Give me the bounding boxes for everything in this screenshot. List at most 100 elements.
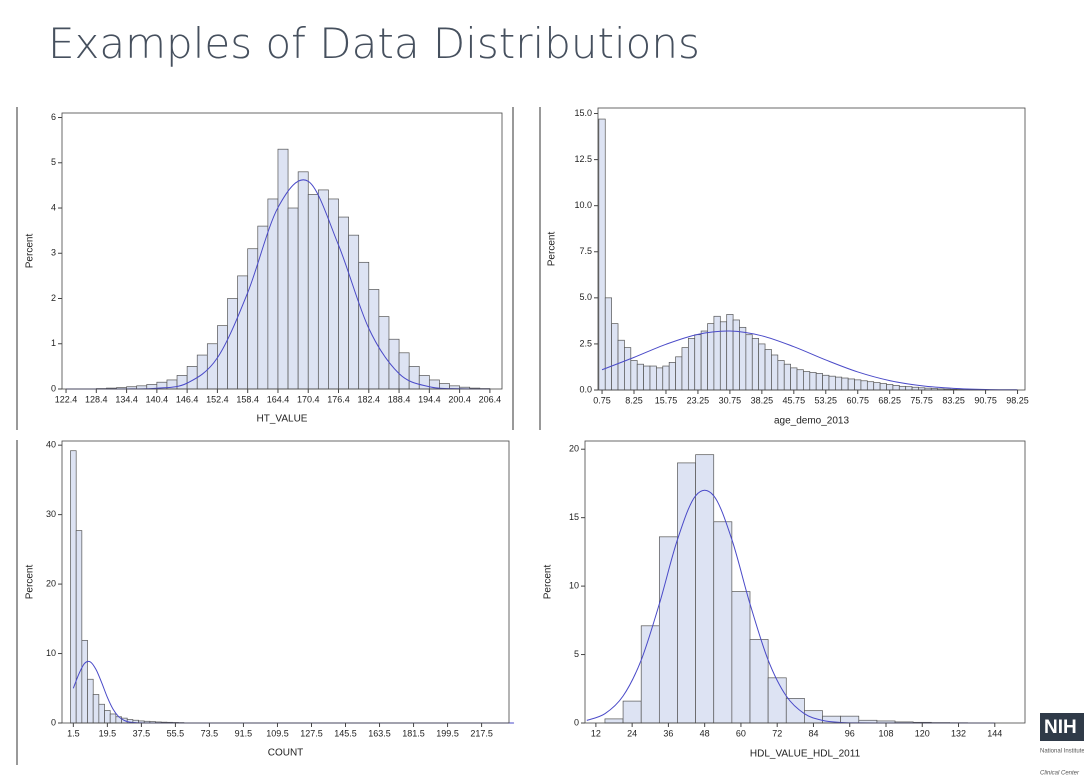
x-tick-label: 128.4 <box>85 394 108 404</box>
bar <box>815 373 823 391</box>
bar <box>75 530 83 724</box>
x-tick-label: 45.75 <box>783 395 806 405</box>
x-tick-label: 1.5 <box>67 728 80 738</box>
x-tick-label: 72 <box>772 728 782 738</box>
bar <box>840 715 860 724</box>
bar <box>640 625 660 724</box>
x-tick-label: 134.4 <box>115 394 138 404</box>
y-tick-label: 6 <box>51 112 56 122</box>
x-tick-label: 108 <box>878 728 893 738</box>
bar <box>873 382 881 391</box>
x-tick-label: 217.5 <box>470 728 493 738</box>
bar <box>892 385 900 391</box>
x-tick-label: 146.4 <box>176 394 199 404</box>
bar <box>854 379 862 391</box>
bar <box>217 325 228 390</box>
bar <box>378 316 390 390</box>
y-tick-label: 20 <box>46 578 56 588</box>
bar <box>739 326 747 391</box>
y-tick-label: 10 <box>569 580 579 590</box>
bar <box>731 591 751 724</box>
x-tick-label: 60.75 <box>846 395 869 405</box>
x-tick-label: 36 <box>663 728 673 738</box>
logo-box <box>1040 713 1084 741</box>
y-tick-label: 7.5 <box>579 246 592 256</box>
bar <box>783 363 791 391</box>
y-tick-label: 3 <box>51 248 56 258</box>
x-tick-label: 55.5 <box>167 728 185 738</box>
bar <box>695 454 715 724</box>
x-tick-label: 15.75 <box>655 395 678 405</box>
x-tick-label: 53.25 <box>815 395 838 405</box>
x-tick-label: 96 <box>845 728 855 738</box>
x-tick-label: 164.4 <box>267 394 290 404</box>
bar <box>658 536 678 724</box>
bar <box>732 319 740 391</box>
x-tick-label: 30.75 <box>719 395 742 405</box>
plot-frame <box>584 440 1026 724</box>
bar <box>604 297 612 391</box>
logo-text: National Institutes of Health <box>1040 749 1084 755</box>
bar <box>790 367 798 391</box>
bar <box>277 148 289 390</box>
bar <box>777 360 785 391</box>
bar <box>176 375 188 390</box>
bar <box>297 171 309 390</box>
x-tick-label: 181.5 <box>402 728 425 738</box>
x-tick-label: 122.4 <box>55 394 78 404</box>
bar <box>700 330 708 391</box>
x-tick-label: 19.5 <box>99 728 117 738</box>
y-tick-label: 12.5 <box>574 154 592 164</box>
y-tick-label: 5.0 <box>579 292 592 302</box>
bar <box>911 386 919 391</box>
logo-mark: NIH <box>1044 717 1077 738</box>
bar <box>751 338 760 391</box>
x-tick-label: 98.25 <box>1006 395 1029 405</box>
x-tick-label: 68.25 <box>878 395 901 405</box>
bar <box>668 362 676 391</box>
x-tick-label: 24 <box>627 728 637 738</box>
bar <box>307 194 319 390</box>
plot-frame <box>61 112 503 390</box>
bar <box>828 375 836 391</box>
bar <box>81 639 88 724</box>
bar <box>767 677 787 724</box>
bar <box>104 710 111 724</box>
bar <box>287 207 299 390</box>
y-axis-label: Percent <box>547 232 558 267</box>
y-tick-label: 0 <box>51 717 56 727</box>
x-tick-label: 73.5 <box>201 728 219 738</box>
x-tick-label: 199.5 <box>436 728 459 738</box>
y-axis-label: Percent <box>25 565 36 600</box>
bar <box>675 356 683 391</box>
x-axis-label: COUNT <box>268 748 304 759</box>
x-tick-label: 8.25 <box>625 395 643 405</box>
bar <box>186 366 198 390</box>
slide-title: Examples of Data Distributions <box>48 19 700 68</box>
bar <box>317 189 329 390</box>
bar <box>622 700 642 724</box>
bar <box>398 352 410 390</box>
plot-frame <box>597 107 1026 391</box>
bar <box>860 380 868 391</box>
x-tick-label: 176.4 <box>327 394 350 404</box>
bar <box>649 365 657 391</box>
x-axis-label: HDL_VALUE_HDL_2011 <box>750 749 861 760</box>
bar <box>804 710 823 724</box>
bar <box>694 334 702 391</box>
bar <box>92 694 100 724</box>
y-tick-label: 10.0 <box>574 200 592 210</box>
bar <box>643 365 651 391</box>
x-tick-label: 109.5 <box>266 728 289 738</box>
bar <box>771 354 779 391</box>
bar <box>886 384 894 391</box>
x-tick-label: 75.75 <box>910 395 933 405</box>
x-tick-label: 163.5 <box>368 728 391 738</box>
bar <box>598 118 606 391</box>
bar <box>206 343 218 390</box>
y-tick-label: 40 <box>46 440 56 450</box>
x-tick-label: 152.4 <box>206 394 229 404</box>
bar <box>879 383 887 391</box>
